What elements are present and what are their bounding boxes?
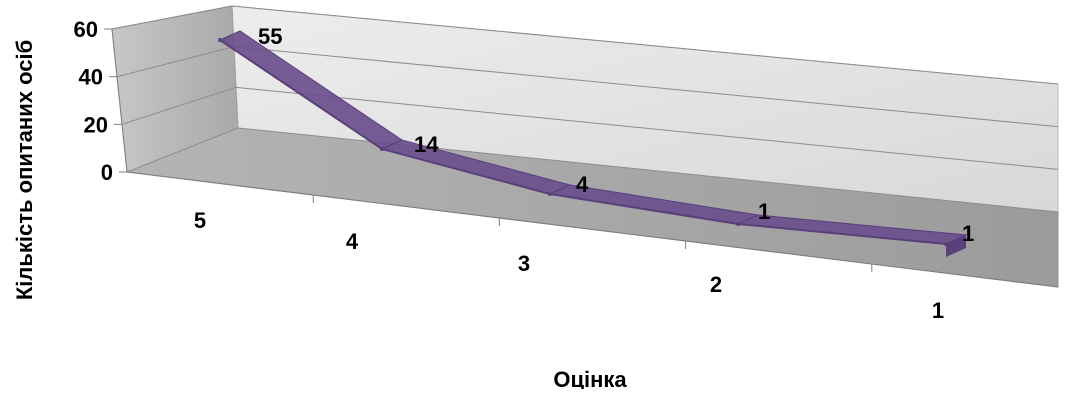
y-axis-title: Кількість опитаних осіб — [12, 40, 37, 300]
data-label: 4 — [576, 172, 589, 197]
data-label: 14 — [414, 132, 439, 157]
data-point — [218, 38, 222, 42]
gridline-side — [116, 46, 235, 78]
data-point — [944, 242, 948, 246]
series-end-cap — [946, 235, 966, 257]
y-tick-label: 0 — [101, 160, 113, 185]
y-tick-label: 40 — [79, 65, 103, 90]
x-tick-label: 5 — [194, 208, 206, 233]
x-tick-label: 1 — [932, 298, 944, 323]
y-tick-label: 60 — [74, 17, 98, 42]
y-tick-label: 20 — [84, 112, 108, 137]
gridline-side — [121, 86, 237, 125]
data-point — [736, 222, 740, 226]
x-tick-label: 2 — [710, 272, 722, 297]
x-tick-label: 4 — [346, 229, 359, 254]
data-label: 1 — [758, 199, 770, 224]
gridline — [235, 86, 1059, 170]
x-tick-label: 3 — [518, 251, 530, 276]
y-axis-line — [111, 28, 128, 173]
data-point — [548, 192, 552, 196]
gridline — [231, 5, 1059, 85]
data-label: 1 — [962, 221, 974, 246]
gridline — [233, 46, 1059, 128]
data-point — [380, 147, 384, 151]
data-label: 55 — [258, 24, 282, 49]
x-axis-line — [126, 171, 1059, 288]
gridline-side — [111, 5, 233, 30]
x-axis-title: Оцінка — [553, 367, 627, 389]
